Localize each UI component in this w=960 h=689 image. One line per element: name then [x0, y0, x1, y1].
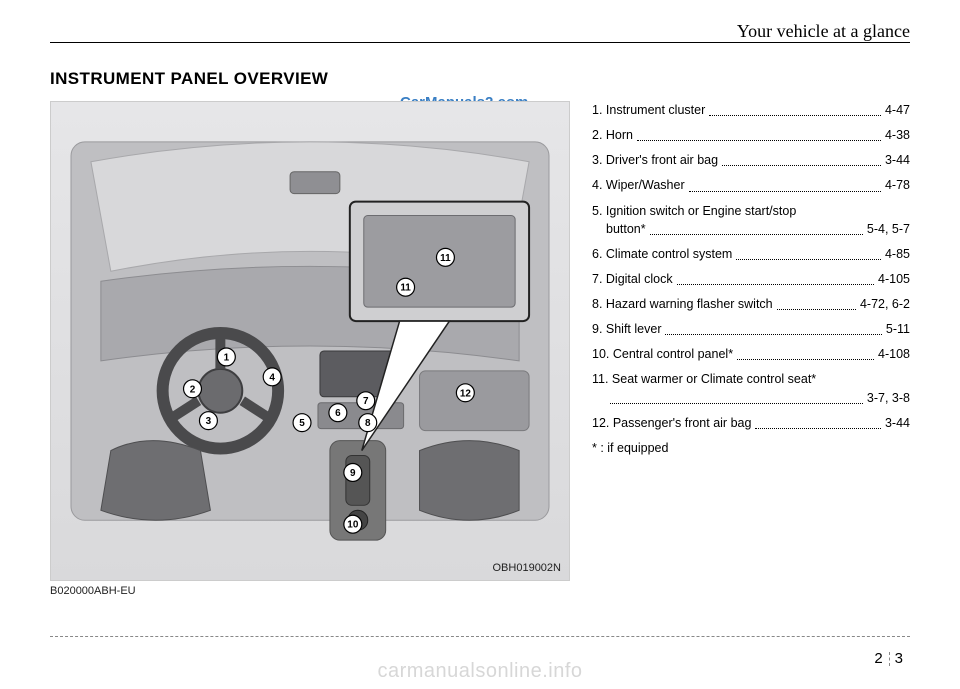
callout-number: 9: [350, 468, 356, 479]
callout-number: 5: [299, 418, 305, 429]
list-item: 6. Climate control system4-85: [592, 245, 910, 263]
list-item: 9. Shift lever5-11: [592, 320, 910, 338]
callout-number: 11: [400, 283, 411, 294]
list-item: 5. Ignition switch or Engine start/stop: [592, 202, 910, 220]
list-item-sub: 3-7, 3-8: [592, 389, 910, 407]
figure-code-below: B020000ABH-EU: [50, 585, 570, 597]
list-item: 7. Digital clock4-105: [592, 270, 910, 288]
callout-number: 11: [440, 253, 451, 264]
callout-number: 3: [206, 416, 212, 427]
footer-separator: [50, 636, 910, 637]
callout-number: 7: [363, 396, 369, 407]
callout-number: 6: [335, 408, 341, 419]
page-number: 23: [874, 650, 904, 667]
callout-number: 8: [365, 418, 371, 429]
list-item: 12. Passenger's front air bag3-44: [592, 414, 910, 432]
interior-illustration: 12345678910111112: [51, 102, 569, 580]
page-left: 2: [874, 650, 883, 667]
watermark-bottom: carmanualsonline.info: [377, 660, 582, 683]
header-section: Your vehicle at a glance: [737, 21, 910, 42]
instrument-panel-figure: 12345678910111112 OBH019002N: [50, 101, 570, 581]
page-right: 3: [895, 650, 904, 667]
list-item: 2. Horn4-38: [592, 126, 910, 144]
figure-code-inside: OBH019002N: [493, 562, 562, 574]
section-title: INSTRUMENT PANEL OVERVIEW: [50, 69, 910, 89]
list-item: 10. Central control panel*4-108: [592, 345, 910, 363]
callout-number: 10: [347, 520, 359, 531]
callout-number: 4: [269, 372, 275, 383]
list-item: 1. Instrument cluster4-47: [592, 101, 910, 119]
list-item: 3. Driver's front air bag3-44: [592, 151, 910, 169]
callout-number: 12: [460, 388, 472, 399]
footnote: * : if equipped: [592, 439, 910, 457]
list-item: 11. Seat warmer or Climate control seat*: [592, 370, 910, 388]
reference-list: 1. Instrument cluster4-47 2. Horn4-38 3. D…: [592, 101, 910, 597]
list-item: 4. Wiper/Washer4-78: [592, 176, 910, 194]
list-item: 8. Hazard warning flasher switch4-72, 6-…: [592, 295, 910, 313]
callout-number: 1: [224, 352, 230, 363]
list-item-sub: button*5-4, 5-7: [592, 220, 910, 238]
header-rule: Your vehicle at a glance: [50, 42, 910, 43]
callout-number: 2: [190, 384, 196, 395]
